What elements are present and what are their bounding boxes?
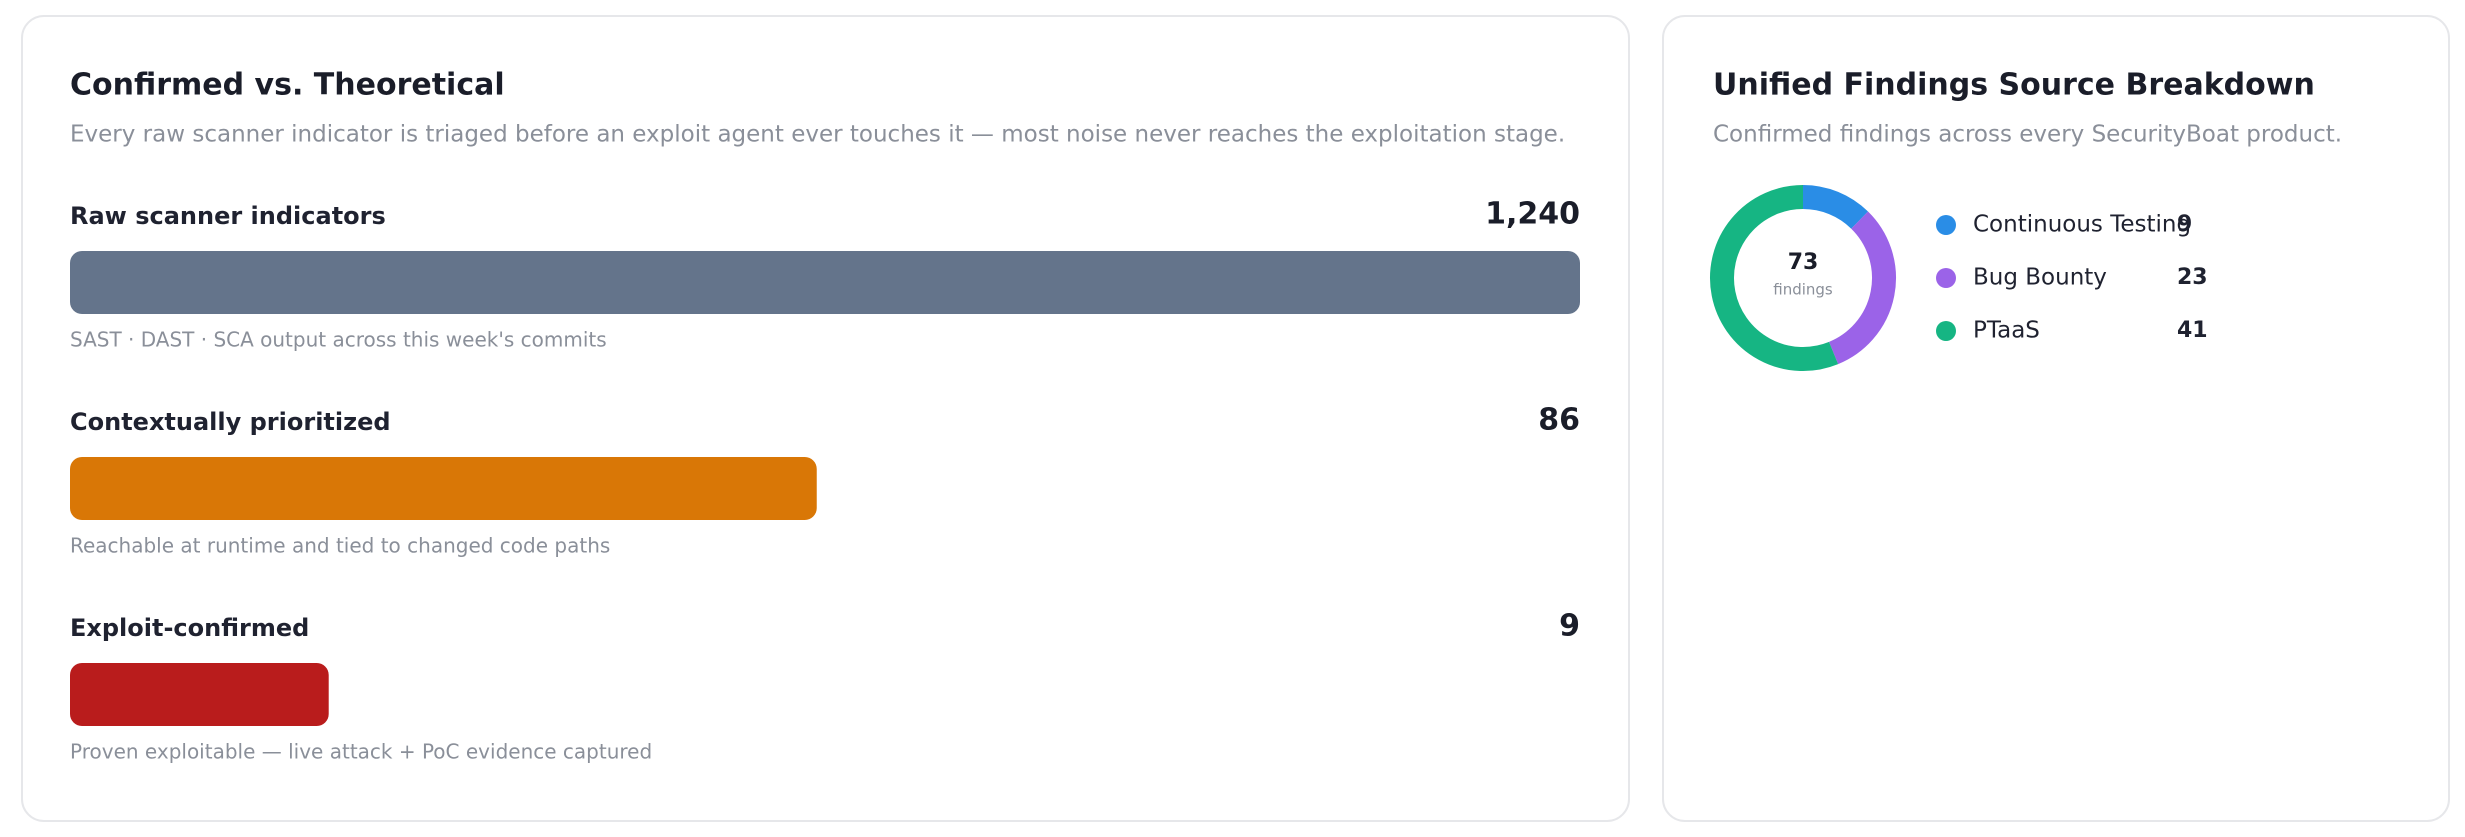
- value-label: 9: [1559, 609, 1580, 644]
- legend-label: Bug Bounty: [1973, 265, 2107, 291]
- row-note: Reachable at runtime and tied to changed…: [70, 534, 610, 558]
- bar: [70, 251, 1580, 314]
- donut-segment: [1710, 185, 1839, 371]
- legend-label: PTaaS: [1973, 318, 2040, 344]
- donut-segment: [1828, 211, 1896, 365]
- bar: [70, 457, 817, 520]
- legend-dot: [1936, 321, 1956, 341]
- value-label: 86: [1538, 403, 1580, 438]
- row-note: SAST · DAST · SCA output across this wee…: [70, 328, 607, 352]
- card-subtitle: Confirmed findings across every Security…: [1713, 122, 2342, 148]
- donut-total: 73: [1788, 250, 1819, 275]
- row-label: Contextually prioritized: [70, 408, 391, 436]
- bar: [70, 663, 329, 726]
- legend-value: 9: [2177, 212, 2192, 237]
- legend-dot: [1936, 215, 1956, 235]
- value-label: 1,240: [1485, 197, 1580, 232]
- row-label: Raw scanner indicators: [70, 202, 386, 230]
- donut-segment: [1802, 185, 1869, 229]
- donut-caption: findings: [1773, 281, 1833, 299]
- legend-value: 41: [2177, 318, 2208, 343]
- row-note: Proven exploitable — live attack + PoC e…: [70, 740, 652, 764]
- card: [21, 15, 1630, 822]
- row-label: Exploit-confirmed: [70, 614, 309, 642]
- legend-value: 23: [2177, 265, 2208, 290]
- card-title: Confirmed vs. Theoretical: [70, 68, 505, 103]
- card-subtitle: Every raw scanner indicator is triaged b…: [70, 122, 1565, 148]
- legend-dot: [1936, 268, 1956, 288]
- legend-label: Continuous Testing: [1973, 212, 2191, 238]
- card-title: Unified Findings Source Breakdown: [1713, 68, 2315, 103]
